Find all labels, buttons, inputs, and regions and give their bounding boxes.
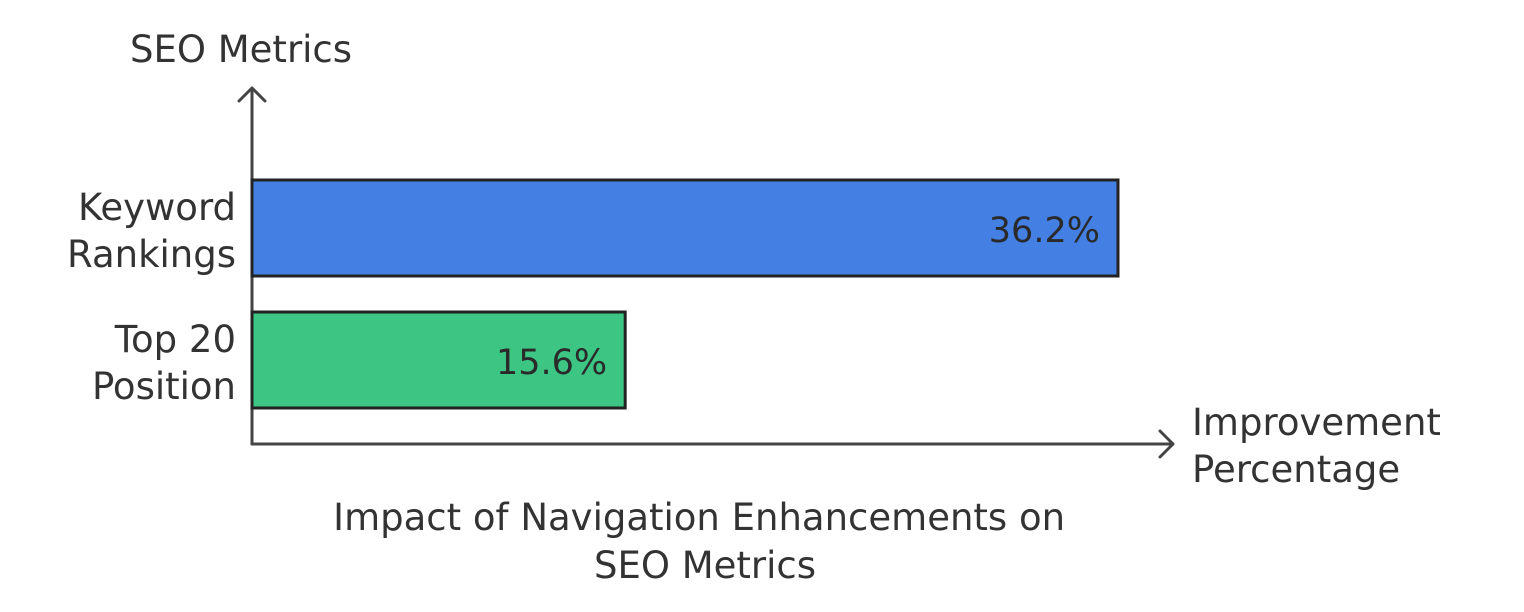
value-labels-group: 36.2% 15.6% <box>496 211 1100 383</box>
category-label-top-20-position: Top 20 Position <box>92 318 236 408</box>
x-axis-title-line-2: Percentage <box>1192 448 1400 491</box>
x-axis <box>250 429 1175 459</box>
bars-group <box>250 178 1120 410</box>
category-labels-group: Keyword Rankings Top 20 Position <box>67 186 236 408</box>
bar-keyword-rankings <box>250 178 1120 278</box>
bar-top-20-position <box>250 310 627 410</box>
x-axis-title-line-1: Improvement <box>1192 401 1441 444</box>
value-label-top-20-position: 15.6% <box>496 343 607 383</box>
chart-title-line-1: Impact of Navigation Enhancements on <box>333 496 1065 539</box>
x-axis-title: Improvement Percentage <box>1192 401 1453 491</box>
chart-title-line-2: SEO Metrics <box>594 544 816 587</box>
value-label-keyword-rankings: 36.2% <box>989 211 1100 251</box>
y-axis-title: SEO Metrics <box>130 28 352 71</box>
chart-title: Impact of Navigation Enhancements on SEO… <box>333 496 1077 587</box>
category-label-keyword-rankings: Keyword Rankings <box>67 186 236 276</box>
